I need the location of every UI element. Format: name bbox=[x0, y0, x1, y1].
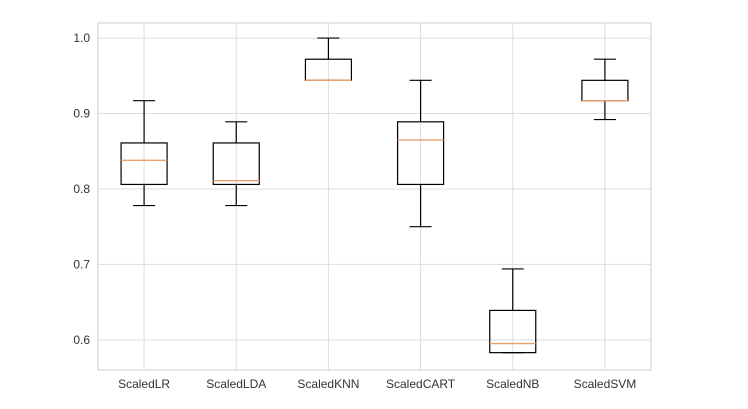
y-tick-label: 1.0 bbox=[73, 31, 90, 45]
y-tick-label: 0.9 bbox=[73, 107, 90, 121]
iqr-box bbox=[489, 309, 537, 354]
y-tick-label: 0.7 bbox=[73, 257, 90, 271]
y-tick-label: 0.6 bbox=[73, 333, 90, 347]
x-tick-label: ScaledCART bbox=[386, 377, 456, 391]
box-scaledcart bbox=[396, 79, 445, 228]
axis-layer: 0.6 0.7 0.8 0.9 1.0 ScaledLR ScaledLDA ScaledKN… bbox=[73, 31, 636, 391]
x-tick-label: ScaledLR bbox=[118, 377, 170, 391]
iqr-box bbox=[120, 142, 168, 186]
box-scaledknn bbox=[304, 37, 353, 82]
plot-frame bbox=[97, 22, 652, 371]
box-layer bbox=[120, 37, 629, 354]
iqr-box bbox=[396, 121, 445, 186]
iqr-box bbox=[212, 142, 260, 186]
grid-layer bbox=[97, 22, 652, 371]
box-scaledlda bbox=[212, 121, 260, 207]
y-tick-label: 0.8 bbox=[73, 182, 90, 196]
x-tick-label: ScaledNB bbox=[486, 377, 539, 391]
box-scalednb bbox=[489, 268, 537, 354]
x-tick-label: ScaledLDA bbox=[206, 377, 266, 391]
x-tick-label: ScaledSVM bbox=[574, 377, 637, 391]
box-scaledlr bbox=[120, 100, 168, 207]
x-tick-label: ScaledKNN bbox=[297, 377, 359, 391]
box-scaledsvm bbox=[581, 58, 629, 121]
